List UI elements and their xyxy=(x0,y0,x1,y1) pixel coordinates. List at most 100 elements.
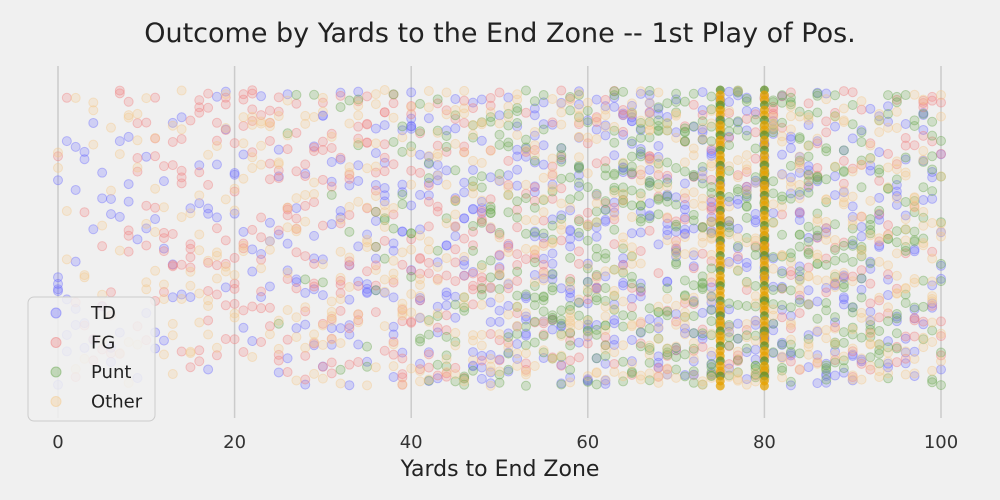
data-point xyxy=(529,145,540,156)
data-point xyxy=(750,335,761,346)
data-point xyxy=(865,316,876,327)
data-point xyxy=(927,298,938,309)
data-point xyxy=(830,338,841,349)
data-point xyxy=(503,278,514,289)
data-point xyxy=(838,294,849,305)
data-point xyxy=(626,151,637,162)
data-point xyxy=(512,301,523,312)
data-point xyxy=(203,257,214,268)
data-point xyxy=(812,252,823,263)
data-point xyxy=(158,246,169,257)
data-point xyxy=(626,319,637,330)
data-point xyxy=(724,332,735,343)
data-point xyxy=(671,300,682,311)
data-point xyxy=(609,187,620,198)
data-point xyxy=(520,145,531,156)
data-point xyxy=(794,111,805,122)
data-point xyxy=(415,149,426,160)
data-point xyxy=(512,118,523,129)
data-point xyxy=(326,296,337,307)
data-point xyxy=(591,190,602,201)
data-point xyxy=(777,149,788,160)
data-point xyxy=(918,155,929,166)
data-point xyxy=(847,276,858,287)
data-point xyxy=(918,319,929,330)
data-point xyxy=(653,316,664,327)
data-point xyxy=(61,136,72,147)
data-point xyxy=(468,335,479,346)
data-point xyxy=(185,346,196,357)
data-point xyxy=(794,133,805,144)
data-point xyxy=(909,235,920,246)
data-point xyxy=(874,208,885,219)
data-point xyxy=(626,200,637,211)
data-point xyxy=(794,189,805,200)
data-point xyxy=(697,248,708,259)
data-point xyxy=(388,136,399,147)
data-point xyxy=(918,301,929,312)
data-point xyxy=(838,192,849,203)
data-point xyxy=(582,287,593,298)
data-point xyxy=(618,182,629,193)
data-point xyxy=(441,240,452,251)
x-tick-label: 20 xyxy=(223,432,246,453)
data-point xyxy=(653,239,664,250)
data-point xyxy=(503,108,514,119)
data-point xyxy=(794,187,805,198)
data-point xyxy=(326,219,337,230)
data-point xyxy=(529,187,540,198)
data-point xyxy=(724,132,735,143)
data-point xyxy=(600,130,611,141)
data-point xyxy=(724,365,735,376)
data-point xyxy=(485,201,496,212)
data-point xyxy=(582,260,593,271)
data-point xyxy=(468,120,479,131)
data-point xyxy=(671,342,682,353)
data-point xyxy=(688,247,699,258)
data-point xyxy=(732,194,743,205)
data-point xyxy=(565,273,576,284)
data-point xyxy=(865,152,876,163)
data-point xyxy=(847,307,858,318)
data-point xyxy=(706,91,717,102)
data-point xyxy=(662,343,673,354)
data-point xyxy=(883,148,894,159)
data-point xyxy=(891,193,902,204)
data-point xyxy=(379,120,390,131)
data-point xyxy=(803,247,814,258)
data-point xyxy=(732,86,743,97)
data-point xyxy=(547,237,558,248)
data-point xyxy=(264,281,275,292)
data-point xyxy=(582,235,593,246)
data-point xyxy=(423,173,434,184)
data-point xyxy=(476,208,487,219)
data-point xyxy=(635,282,646,293)
data-point xyxy=(476,262,487,273)
data-point xyxy=(423,316,434,327)
data-point xyxy=(176,212,187,223)
data-point xyxy=(732,356,743,367)
data-point xyxy=(211,247,222,258)
data-point xyxy=(874,295,885,306)
data-point xyxy=(547,117,558,128)
data-point xyxy=(415,336,426,347)
data-point xyxy=(264,302,275,313)
x-axis-label: Yards to End Zone xyxy=(400,457,600,482)
data-point xyxy=(573,310,584,321)
data-point xyxy=(503,366,514,377)
data-point xyxy=(644,323,655,334)
data-point xyxy=(476,276,487,287)
data-point xyxy=(317,97,328,108)
data-point xyxy=(688,337,699,348)
data-point xyxy=(600,271,611,282)
data-point xyxy=(547,181,558,192)
data-point xyxy=(883,162,894,173)
data-point xyxy=(626,136,637,147)
data-point xyxy=(635,169,646,180)
data-point xyxy=(476,117,487,128)
data-point xyxy=(556,305,567,316)
data-point xyxy=(936,331,946,342)
data-point xyxy=(353,86,364,97)
data-point xyxy=(203,203,214,214)
data-point xyxy=(503,155,514,166)
